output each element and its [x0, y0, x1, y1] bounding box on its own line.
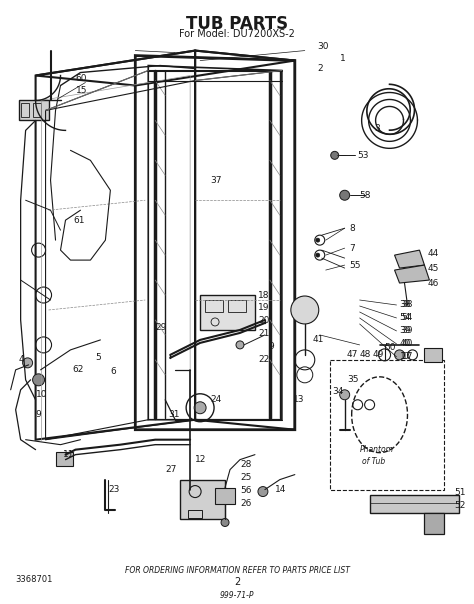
Text: 27: 27	[165, 465, 177, 474]
Text: 2: 2	[318, 64, 323, 73]
Text: 61: 61	[73, 216, 85, 225]
Text: 31: 31	[168, 410, 180, 419]
Text: For Model: DU7200XS-2: For Model: DU7200XS-2	[179, 28, 295, 39]
Text: 62: 62	[73, 365, 84, 374]
Circle shape	[236, 341, 244, 349]
Text: 29: 29	[155, 323, 167, 332]
Text: 38: 38	[400, 301, 411, 309]
Text: of Tub: of Tub	[362, 457, 385, 466]
Bar	[330, 360, 445, 490]
Circle shape	[291, 296, 319, 324]
Bar	[180, 480, 225, 519]
Bar	[424, 348, 442, 362]
Text: 41: 41	[313, 335, 324, 344]
Text: 19: 19	[258, 303, 269, 312]
Text: 49: 49	[373, 350, 384, 359]
Bar	[18, 100, 48, 120]
Text: 50: 50	[384, 344, 396, 352]
Circle shape	[221, 518, 229, 527]
Text: 38: 38	[401, 301, 413, 309]
Circle shape	[331, 152, 339, 159]
Circle shape	[194, 402, 206, 414]
Text: Phantom: Phantom	[360, 445, 393, 454]
Text: 35: 35	[347, 375, 359, 384]
Text: 48: 48	[360, 350, 371, 359]
Text: 6: 6	[110, 367, 116, 376]
Bar	[215, 487, 235, 504]
Text: 54: 54	[400, 313, 411, 323]
Text: 54: 54	[401, 313, 413, 323]
Text: 39: 39	[401, 326, 413, 335]
Bar	[21, 103, 28, 117]
Text: 46: 46	[428, 278, 439, 288]
Text: 40: 40	[400, 339, 411, 349]
Text: 23: 23	[109, 485, 120, 494]
Circle shape	[33, 374, 45, 386]
Text: 22: 22	[258, 355, 269, 364]
Text: 53: 53	[358, 151, 369, 160]
Text: 30: 30	[318, 42, 329, 51]
Text: 11: 11	[63, 450, 74, 459]
Text: 52: 52	[455, 501, 466, 510]
Text: 60: 60	[75, 74, 87, 83]
Bar	[424, 513, 445, 535]
Polygon shape	[394, 265, 429, 283]
Circle shape	[258, 487, 268, 496]
Text: 12: 12	[195, 455, 207, 464]
Bar	[228, 300, 246, 312]
Text: 44: 44	[428, 249, 439, 258]
Bar	[370, 495, 459, 513]
Text: 40: 40	[401, 339, 413, 349]
Text: 17: 17	[401, 352, 413, 361]
Bar	[188, 510, 202, 518]
Text: 14: 14	[275, 485, 286, 494]
Text: 58: 58	[360, 191, 371, 200]
Text: 51: 51	[455, 488, 466, 497]
Text: 1: 1	[340, 54, 346, 63]
Text: 4: 4	[18, 355, 24, 364]
Text: 56: 56	[240, 486, 252, 495]
Text: 5: 5	[95, 353, 101, 362]
Text: 55: 55	[350, 260, 361, 269]
Circle shape	[394, 350, 404, 360]
Text: 37: 37	[210, 176, 221, 185]
Text: TUB PARTS: TUB PARTS	[186, 14, 288, 33]
Text: 7: 7	[350, 243, 356, 252]
Circle shape	[340, 190, 350, 201]
Text: 45: 45	[428, 263, 439, 272]
Text: 8: 8	[350, 223, 356, 233]
Text: 9: 9	[36, 410, 41, 419]
Bar	[205, 300, 223, 312]
Text: 39: 39	[400, 326, 411, 335]
Text: 3368701: 3368701	[16, 575, 53, 584]
Text: 24: 24	[210, 395, 221, 404]
Text: 47: 47	[346, 350, 358, 359]
Circle shape	[316, 238, 320, 242]
Text: 26: 26	[240, 499, 251, 508]
Bar	[200, 295, 255, 330]
Text: 3: 3	[374, 124, 380, 133]
Polygon shape	[394, 250, 424, 268]
Text: 20: 20	[258, 316, 269, 326]
Circle shape	[316, 253, 320, 257]
Text: 13: 13	[293, 395, 305, 404]
Text: 18: 18	[258, 291, 269, 300]
Text: 2: 2	[234, 577, 240, 587]
Text: 28: 28	[240, 460, 251, 469]
Text: 34: 34	[333, 387, 344, 396]
Circle shape	[23, 358, 33, 368]
Text: 9: 9	[268, 342, 273, 352]
Text: FOR ORDERING INFORMATION REFER TO PARTS PRICE LIST: FOR ORDERING INFORMATION REFER TO PARTS …	[125, 567, 349, 576]
Text: 25: 25	[240, 473, 251, 482]
Text: 21: 21	[258, 329, 269, 338]
Circle shape	[340, 390, 350, 400]
Bar	[55, 452, 73, 466]
Text: 15: 15	[75, 86, 87, 95]
Bar	[33, 103, 41, 117]
Text: 999-71-P: 999-71-P	[220, 591, 254, 600]
Text: 10: 10	[36, 390, 47, 399]
Text: 17: 17	[400, 352, 411, 361]
